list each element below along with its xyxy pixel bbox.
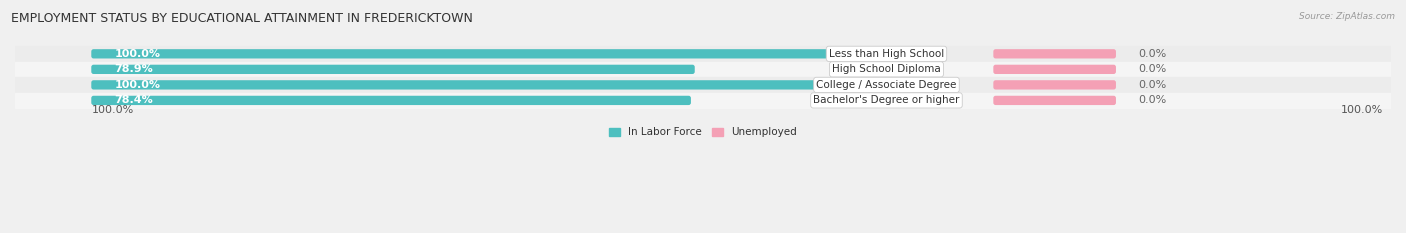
Text: College / Associate Degree: College / Associate Degree xyxy=(817,80,956,90)
FancyBboxPatch shape xyxy=(91,96,690,105)
Legend: In Labor Force, Unemployed: In Labor Force, Unemployed xyxy=(605,123,801,142)
FancyBboxPatch shape xyxy=(91,65,695,74)
FancyBboxPatch shape xyxy=(91,80,856,89)
Text: 0.0%: 0.0% xyxy=(1139,64,1167,74)
Bar xyxy=(15,77,1391,93)
Text: Bachelor's Degree or higher: Bachelor's Degree or higher xyxy=(813,95,960,105)
Bar xyxy=(15,93,1391,108)
Text: 78.4%: 78.4% xyxy=(114,95,153,105)
Text: Less than High School: Less than High School xyxy=(830,49,943,59)
FancyBboxPatch shape xyxy=(993,49,1116,58)
FancyBboxPatch shape xyxy=(993,80,1116,89)
FancyBboxPatch shape xyxy=(993,96,1116,105)
Bar xyxy=(15,62,1391,77)
Text: Source: ZipAtlas.com: Source: ZipAtlas.com xyxy=(1299,12,1395,21)
Text: High School Diploma: High School Diploma xyxy=(832,64,941,74)
Text: 100.0%: 100.0% xyxy=(91,106,134,116)
Text: 78.9%: 78.9% xyxy=(114,64,153,74)
FancyBboxPatch shape xyxy=(993,65,1116,74)
Bar xyxy=(15,46,1391,62)
Text: 100.0%: 100.0% xyxy=(114,49,160,59)
Text: EMPLOYMENT STATUS BY EDUCATIONAL ATTAINMENT IN FREDERICKTOWN: EMPLOYMENT STATUS BY EDUCATIONAL ATTAINM… xyxy=(11,12,474,25)
Text: 100.0%: 100.0% xyxy=(114,80,160,90)
FancyBboxPatch shape xyxy=(91,49,856,58)
Text: 100.0%: 100.0% xyxy=(1341,106,1384,116)
Text: 0.0%: 0.0% xyxy=(1139,49,1167,59)
Text: 0.0%: 0.0% xyxy=(1139,80,1167,90)
Text: 0.0%: 0.0% xyxy=(1139,95,1167,105)
